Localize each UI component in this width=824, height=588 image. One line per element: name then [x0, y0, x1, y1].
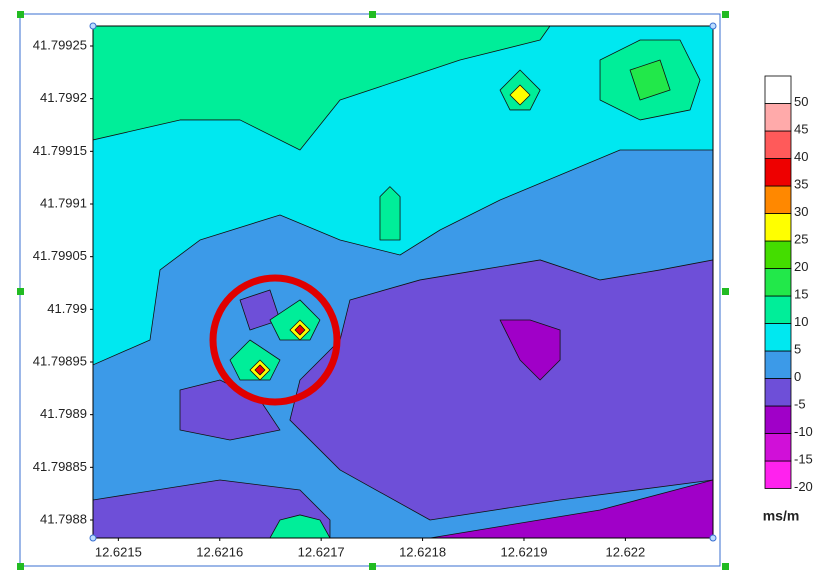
y-tick-label: 41.79905 — [33, 248, 87, 263]
contour-region — [499, 319, 561, 381]
contour-region — [179, 379, 281, 441]
colorbar-label: 25 — [794, 231, 808, 246]
colorbar-box — [764, 240, 792, 269]
x-tick-label: 12.622 — [606, 544, 646, 559]
x-tick-label: 12.6216 — [196, 544, 243, 559]
colorbar-box — [764, 323, 792, 352]
colorbar-label: 30 — [794, 204, 808, 219]
y-tick-label: 41.79915 — [33, 143, 87, 158]
corner-handles — [89, 22, 717, 542]
plot-frame — [92, 25, 714, 539]
colorbar-box — [764, 75, 792, 104]
colorbar-label: -15 — [794, 451, 813, 466]
colorbar-label: 50 — [794, 94, 808, 109]
y-tick-label: 41.7991 — [40, 195, 87, 210]
colorbar-label: 35 — [794, 176, 808, 191]
y-tick-label: 41.799 — [47, 301, 87, 316]
colorbar-box — [764, 378, 792, 407]
colorbar-label: 0 — [794, 369, 801, 384]
colorbar-label: 45 — [794, 121, 808, 136]
colorbar-box — [764, 103, 792, 132]
selection-handles — [17, 11, 729, 570]
contour-region — [93, 479, 331, 538]
y-tick-label: 41.79925 — [33, 37, 87, 52]
contour-region — [269, 514, 331, 538]
y-tick-label: 41.79885 — [33, 459, 87, 474]
colorbar-label: 40 — [794, 149, 808, 164]
colorbar-box — [764, 268, 792, 297]
colorbar-label: 10 — [794, 314, 808, 329]
x-tick-label: 12.6219 — [500, 544, 547, 559]
contour-region — [379, 186, 401, 241]
contour-region — [93, 26, 551, 151]
colorbar-box — [764, 158, 792, 187]
colorbar-box — [764, 433, 792, 462]
colorbar-label: -20 — [794, 479, 813, 494]
colorbar-label: -5 — [794, 396, 806, 411]
colorbar-unit: ms/m — [763, 508, 800, 524]
colorbar-box — [764, 130, 792, 159]
contour-region — [509, 84, 531, 106]
colorbar-box — [764, 295, 792, 324]
y-tick-label: 41.7989 — [40, 406, 87, 421]
y-tick-label: 41.7992 — [40, 90, 87, 105]
colorbar-box — [764, 185, 792, 214]
colorbar-box — [764, 350, 792, 379]
contour-region — [629, 59, 671, 101]
x-tick-label: 12.6215 — [95, 544, 142, 559]
colorbar-label: 5 — [794, 341, 801, 356]
plot-area — [93, 26, 713, 538]
colorbar-box — [764, 460, 792, 489]
colorbar-box — [764, 213, 792, 242]
y-tick-label: 41.79895 — [33, 353, 87, 368]
highlight-circle — [209, 274, 341, 406]
contour-region — [254, 364, 266, 376]
colorbar-label: -10 — [794, 424, 813, 439]
y-tick-label: 41.7988 — [40, 511, 87, 526]
colorbar-label: 20 — [794, 259, 808, 274]
x-tick-label: 12.6218 — [399, 544, 446, 559]
contour-region — [294, 324, 306, 336]
x-tick-label: 12.6217 — [298, 544, 345, 559]
contour-region — [429, 479, 713, 538]
colorbar-label: 15 — [794, 286, 808, 301]
colorbar-box — [764, 405, 792, 434]
